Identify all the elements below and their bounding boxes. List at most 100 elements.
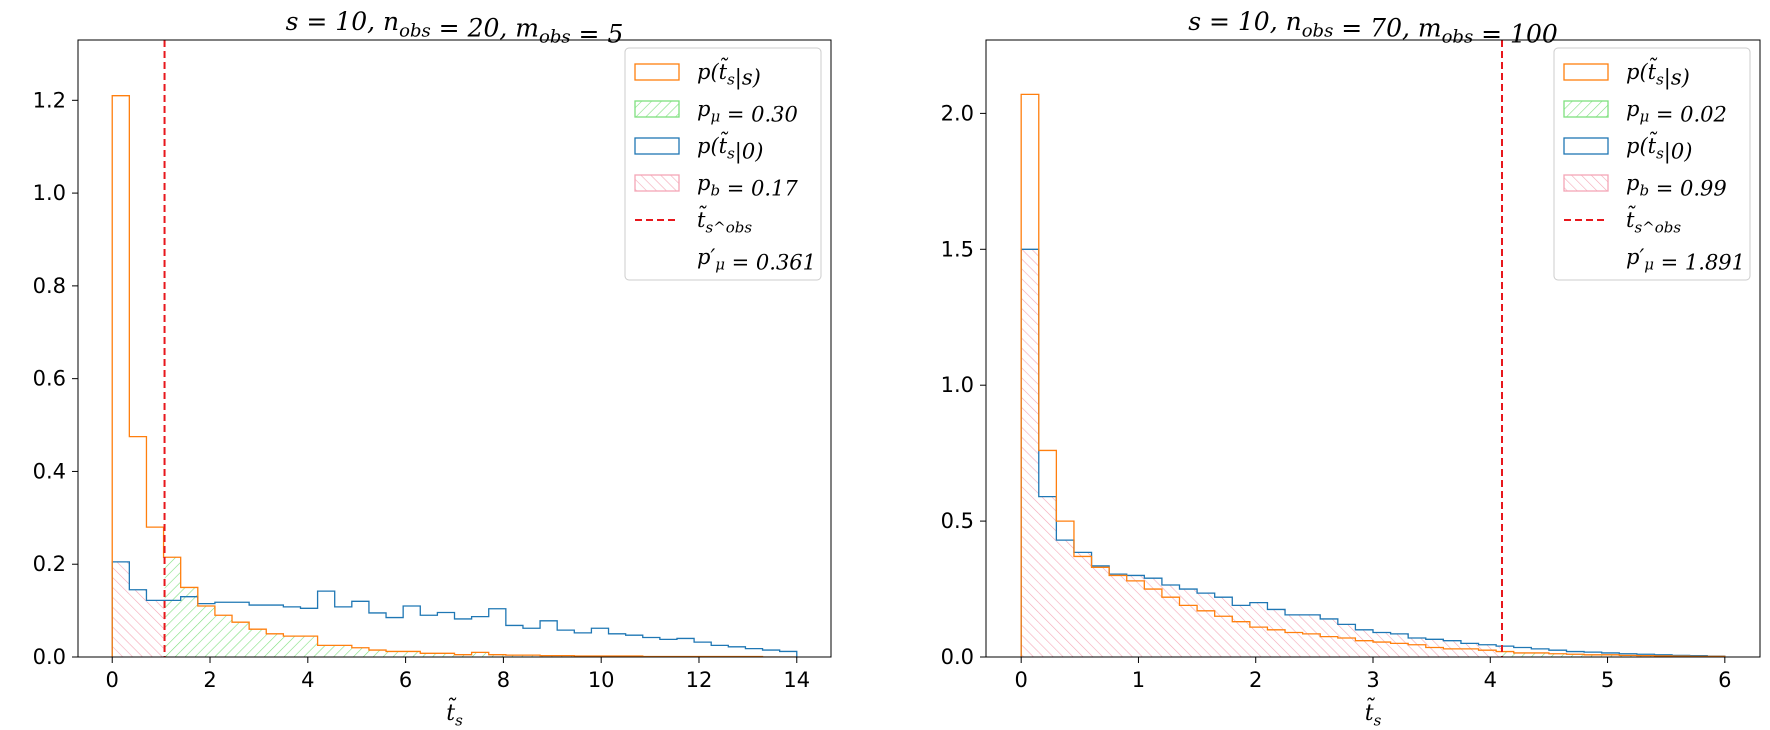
p-mu-hatch-bin [1619,655,1637,657]
p-mu-hatch-bin [266,633,284,657]
legend-handle-signal [634,63,680,81]
legend-label-background: p(t̃s|0) [1626,131,1692,164]
p-mu-hatch-bin [180,587,198,657]
axes-frame [77,39,832,658]
p-mu-hatch-bin [488,654,506,657]
legend-label-background: p(t̃s|0) [697,131,763,164]
p-b-hatch-bin [1179,589,1198,657]
p-mu-hatched-area [164,557,763,657]
x-tick-label: 0 [106,668,119,692]
legend: p(t̃s|s) pμ = 0.30 p(t̃s|0) pb = 0.17 t̃s^ob… [624,47,822,281]
x-tick-label: 0 [1014,668,1027,692]
p-mu-hatch-bin [197,605,215,657]
p-b-hatch-bin [1337,624,1356,657]
y-tick-label: 0.6 [33,367,66,391]
p-b-hatch-bin [1214,597,1233,657]
y-tick-label: 1.5 [941,237,974,261]
legend-handle-p-mu [634,100,680,118]
p-b-hatch-bin [1249,602,1268,657]
legend-label-p-mu-prime: p′μ = 0.361 [697,245,816,274]
legend-label-p-mu: pμ = 0.30 [697,97,798,126]
y-tick-label: 0.0 [33,645,66,669]
background-histogram-step [1020,248,1726,657]
right-histogram-panel: 0 1 2 3 4 5 6 0.0 0.5 1.0 1.5 2.0 s = 10, nobs = 70,… [941,7,1761,730]
p-b-hatched-area [112,561,165,657]
y-tick-label: 0.5 [941,509,974,533]
x-tick-label: 2 [203,668,216,692]
legend-handle-p-b [634,174,680,192]
p-b-hatch-bin [1144,578,1162,657]
p-b-hatch-bin [1056,540,1074,657]
legend-label-p-mu: pμ = 0.02 [1626,97,1727,126]
legend-handle-p-b [1563,174,1609,192]
legend-label-observed: t̃s^obs [1626,205,1681,236]
p-mu-hatch-bin [368,650,387,657]
left-histogram-panel: 0 2 4 6 8 10 12 14 0.0 0.2 0.4 0.6 0.8 1.0 1.2 s = 10, … [33,7,832,730]
p-mu-hatch-bin [386,651,404,657]
legend-handle-signal [1563,63,1609,81]
p-b-hatch-bin [1232,605,1250,657]
p-mu-hatch-bin [557,655,575,657]
p-b-hatch-bin [1302,614,1321,657]
p-mu-hatch-bin [471,652,489,657]
p-mu-hatch-bin [1584,654,1602,657]
p-mu-hatch-bin [1513,652,1532,657]
p-b-hatch-bin [1355,629,1373,657]
legend-label-signal: p(t̃s|s) [697,57,761,90]
p-b-hatched-area [1021,249,1502,657]
p-mu-hatch-bin [283,636,301,657]
y-tick-label: 2.0 [941,101,974,125]
chart-title: s = 10, nobs = 20, mobs = 5 [286,7,624,49]
legend-label-observed: t̃s^obs [697,205,752,236]
x-tick-label: 3 [1366,668,1379,692]
p-mu-hatch-bin [540,655,558,657]
p-b-hatch-bin [1161,584,1180,657]
p-b-hatch-bin [1197,593,1215,657]
p-b-hatch-bin [1091,565,1110,657]
x-tick-label: 6 [399,668,412,692]
p-mu-hatch-bin [1502,651,1514,657]
p-mu-hatch-bin [214,615,233,657]
p-mu-hatch-bin [522,655,541,657]
legend-label-signal: p(t̃s|s) [1626,57,1690,90]
x-tick-label: 12 [686,668,713,692]
legend-label-p-b: pb = 0.99 [1626,171,1727,200]
y-tick-label: 0.4 [33,459,66,483]
p-mu-hatch-bin [1531,652,1549,657]
y-tick-label: 1.2 [33,88,66,112]
p-mu-hatch-bin [1566,654,1585,657]
p-b-hatch-bin [1285,614,1303,657]
y-tick-label: 1.0 [33,181,66,205]
p-mu-hatch-bin [164,557,181,657]
p-mu-hatch-bin [334,645,352,657]
p-mu-hatch-bin [1548,653,1567,657]
background-histogram-step [111,561,798,657]
p-b-hatch-bin [1073,552,1092,657]
p-mu-hatch-bin [317,645,335,657]
p-b-hatch-bin [129,589,147,657]
p-mu-hatch-bin [300,636,318,657]
p-mu-hatch-bin [403,651,421,657]
p-b-hatch-bin [1373,632,1391,657]
p-mu-hatch-bin [454,654,472,657]
legend-handle-p-mu [1563,100,1609,118]
p-b-hatch-bin [1408,637,1426,657]
p-b-hatch-bin [1320,618,1338,657]
p-mu-hatch-bin [505,655,523,657]
y-tick-label: 0.2 [33,552,66,576]
p-b-hatch-bin [1460,643,1479,657]
x-tick-label: 5 [1601,668,1614,692]
p-b-hatch-bin [1126,575,1145,657]
x-tick-label: 6 [1718,668,1731,692]
x-tick-label: 4 [301,668,314,692]
p-b-hatch-bin [1425,639,1444,657]
p-b-hatch-bin [1038,496,1057,657]
legend-label-p-b: pb = 0.17 [697,171,798,200]
x-tick-label: 4 [1484,668,1497,692]
p-b-hatch-bin [1267,609,1286,657]
signal-histogram-step [1020,93,1726,657]
p-mu-hatch-bin [351,647,369,657]
legend: p(t̃s|s) pμ = 0.02 p(t̃s|0) pb = 0.99 t̃s^ob… [1553,47,1751,281]
signal-histogram-step [111,95,797,657]
